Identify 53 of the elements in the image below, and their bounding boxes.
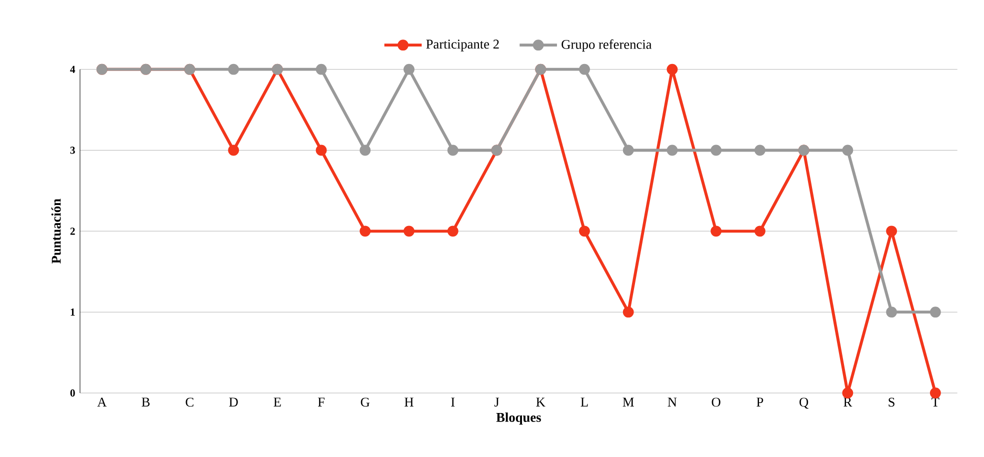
point: [710, 144, 722, 156]
x-axis-title: Bloques: [496, 412, 541, 425]
y-tick-label: 2: [70, 228, 75, 235]
x-tick-label: G: [360, 398, 370, 407]
point: [754, 226, 766, 237]
point: [710, 226, 722, 237]
point: [316, 144, 327, 156]
x-tick-label: D: [229, 398, 238, 406]
x-tick-label: I: [451, 398, 455, 406]
point: [930, 306, 941, 318]
point: [842, 388, 854, 398]
point: [404, 64, 414, 75]
y-tick-label: 4: [70, 66, 76, 73]
x-tick-label: Q: [800, 398, 808, 409]
x-tick-label: M: [622, 398, 634, 406]
point: [360, 226, 371, 237]
point: [579, 64, 590, 75]
point: [886, 306, 898, 318]
point: [754, 144, 766, 156]
x-tick-label: B: [142, 398, 150, 406]
point: [579, 226, 590, 237]
x-tick-label: E: [274, 398, 281, 406]
x-tick-label: K: [536, 398, 546, 406]
x-tick-label: A: [97, 398, 107, 407]
point: [666, 64, 678, 75]
point: [228, 64, 240, 75]
legend-label: Participante 2: [426, 40, 499, 52]
point: [842, 144, 854, 156]
point: [360, 144, 371, 156]
point: [404, 226, 414, 237]
point: [886, 226, 898, 237]
point: [930, 388, 941, 398]
point: [666, 144, 678, 156]
x-tick-label: H: [404, 398, 414, 406]
point: [447, 226, 458, 237]
point: [447, 144, 458, 156]
legend-label: Grupo referencia: [562, 39, 652, 52]
x-tick-label: C: [186, 398, 194, 407]
y-tick-label: 3: [70, 146, 75, 154]
x-tick-label: P: [756, 398, 764, 406]
x-tick-label: F: [318, 398, 325, 406]
x-tick-label: S: [888, 398, 894, 407]
y-tick-label: 0: [70, 389, 75, 397]
x-tick-label: O: [712, 398, 720, 407]
y-tick-label: 1: [70, 308, 75, 316]
x-tick-label: J: [494, 398, 500, 407]
point: [622, 306, 634, 318]
point: [316, 64, 327, 75]
point: [622, 144, 634, 156]
x-tick-label: L: [580, 398, 588, 406]
point: [228, 144, 240, 156]
y-axis-title: Puntuación: [51, 198, 61, 264]
x-tick-label: N: [668, 398, 677, 406]
